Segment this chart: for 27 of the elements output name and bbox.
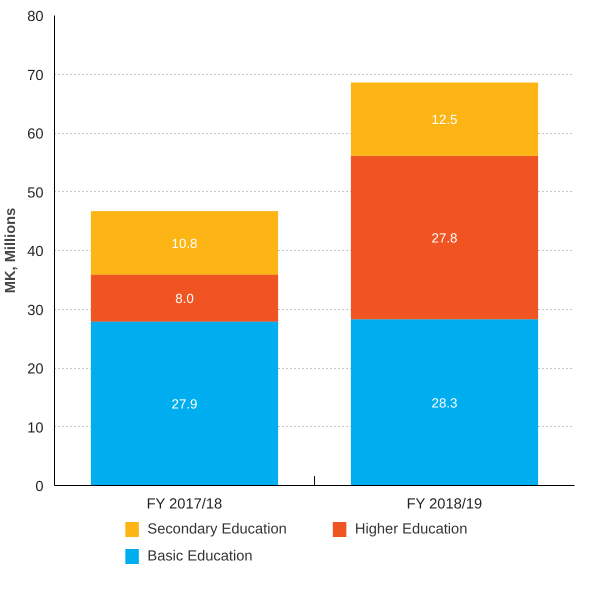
y-tick-label: 80 xyxy=(27,9,44,25)
y-tick-label: 10 xyxy=(27,420,44,436)
data-label: 12.5 xyxy=(432,112,458,128)
legend-label: Secondary Education xyxy=(147,522,287,538)
data-label: 28.3 xyxy=(432,395,458,410)
y-tick-label: 30 xyxy=(27,302,44,319)
y-tick-label: 70 xyxy=(27,68,44,84)
bar xyxy=(90,211,278,275)
y-tick-label: 0 xyxy=(35,479,44,495)
bar xyxy=(90,322,278,486)
y-tick-label: 40 xyxy=(27,244,44,260)
bar xyxy=(350,319,538,486)
data-label: 27.9 xyxy=(172,396,198,412)
y-tick-label: 60 xyxy=(27,126,44,142)
legend-label: Basic Education xyxy=(147,548,253,564)
bar xyxy=(90,274,278,322)
data-label: 27.8 xyxy=(432,230,458,246)
data-label: 10.8 xyxy=(172,236,198,251)
bar xyxy=(350,156,538,320)
y-tick-label: 50 xyxy=(27,185,44,202)
y-axis-title: MK, Millions xyxy=(3,208,20,294)
legend-label: Higher Education xyxy=(354,522,468,538)
x-tick-label: FY 2018/19 xyxy=(406,496,482,512)
data-label: 8.0 xyxy=(175,291,194,306)
bar xyxy=(350,82,538,156)
x-tick-label: FY 2017/18 xyxy=(146,496,222,512)
y-tick-label: 20 xyxy=(27,362,44,378)
